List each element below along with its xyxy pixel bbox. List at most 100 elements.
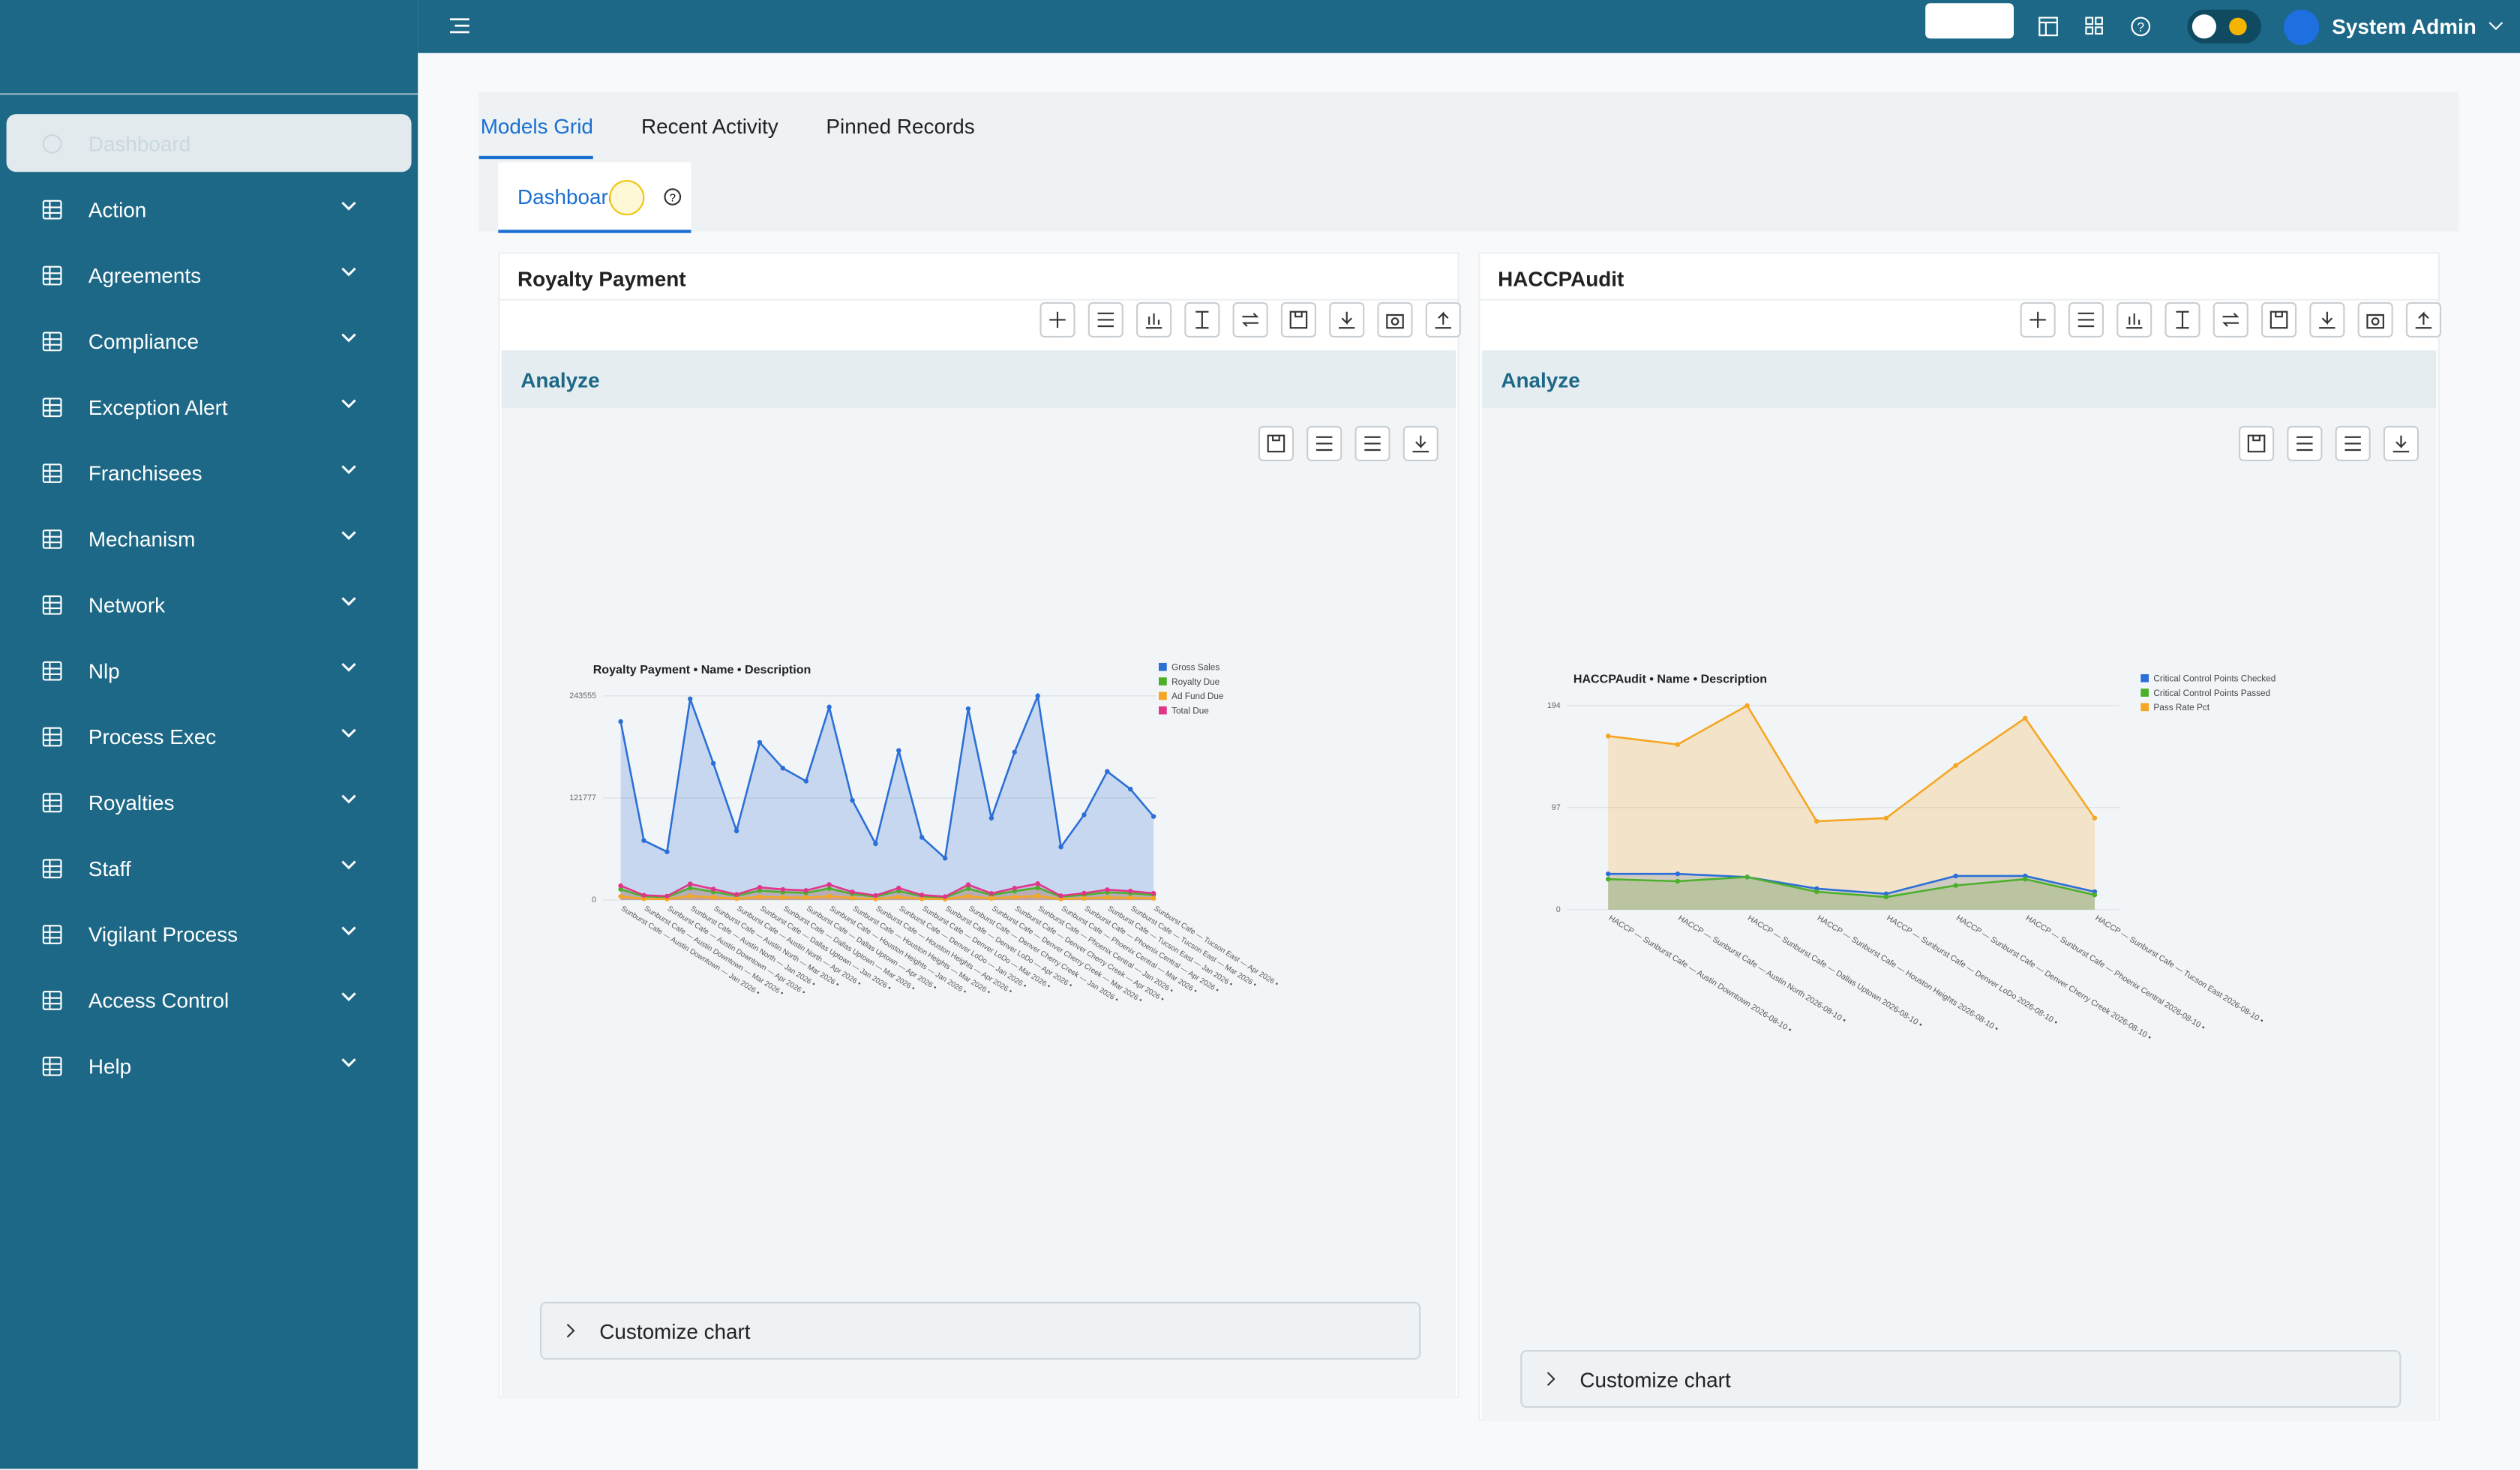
icon-button[interactable] [2309, 302, 2345, 338]
point [780, 886, 786, 892]
menu-item[interactable]: Access Control [7, 970, 412, 1028]
menu-icon [42, 660, 62, 680]
icon-shape [2296, 436, 2313, 452]
point [757, 884, 763, 890]
legend-swatch [2140, 703, 2149, 712]
point [803, 888, 808, 893]
point [826, 704, 832, 710]
menu-item[interactable]: Compliance [7, 312, 412, 370]
menu-label: Compliance [88, 328, 199, 353]
icon-shape [43, 925, 62, 943]
point [1105, 769, 1110, 774]
icon [2078, 312, 2095, 328]
menu-item[interactable]: Staff [7, 839, 412, 897]
icon-button[interactable] [1040, 302, 1076, 338]
chevron [341, 860, 356, 870]
menu-item[interactable]: Nlp [7, 641, 412, 699]
icon-shape [43, 200, 62, 218]
icon-button[interactable] [2335, 425, 2371, 461]
icon-button[interactable] [1354, 425, 1390, 461]
icon-button[interactable] [1088, 302, 1124, 338]
menu-item[interactable]: Exception Alert [7, 378, 412, 436]
icon-button[interactable] [2020, 302, 2056, 338]
point [757, 894, 763, 900]
menu-icon [42, 331, 62, 351]
icon-button[interactable] [1280, 302, 1316, 338]
toolbar-icons[interactable]: ? [2038, 16, 2166, 38]
subtab[interactable]: Dashboard [518, 184, 620, 209]
icon-button[interactable] [2164, 302, 2200, 338]
point [1035, 693, 1040, 699]
icon-shape [42, 528, 62, 548]
menu-toggle[interactable] [448, 16, 471, 35]
chevron [341, 465, 356, 475]
icon-shape [1338, 311, 1355, 329]
bulb-icon[interactable] [609, 180, 645, 216]
icon-button[interactable] [1402, 425, 1438, 461]
help-icon[interactable]: ? [664, 188, 682, 206]
point [1150, 814, 1156, 819]
icon-button[interactable] [1184, 302, 1220, 338]
icon-button[interactable] [2212, 302, 2248, 338]
icon-shape [42, 858, 62, 878]
theme-toggle[interactable] [2187, 9, 2261, 44]
menu-label: Franchisees [88, 460, 202, 485]
icon [1267, 434, 1286, 453]
user-name[interactable]: System Admin [2332, 14, 2476, 39]
icon-shape [42, 924, 62, 944]
tab[interactable]: Models Grid [480, 114, 593, 139]
menu-item[interactable]: Franchisees [7, 443, 412, 501]
icon-shape [2030, 311, 2046, 328]
icon-button[interactable] [2287, 425, 2323, 461]
sun-icon [2229, 17, 2247, 36]
menu-item[interactable]: Royalties [7, 773, 412, 831]
menu-item[interactable]: Dashboard [6, 114, 412, 172]
y-tick-label: 0 [592, 896, 596, 904]
search-box[interactable] [1925, 3, 2014, 39]
panel-title: HACCPAudit [1498, 266, 1624, 291]
icon-shape [1435, 311, 1451, 329]
icon-button[interactable] [1232, 302, 1268, 338]
icon-button[interactable] [1258, 425, 1294, 461]
icon-button[interactable] [2405, 302, 2441, 338]
icon-button[interactable] [2383, 425, 2419, 461]
user-chevron[interactable] [2488, 21, 2504, 32]
menu-item[interactable]: Process Exec [7, 707, 412, 765]
menu-item[interactable]: Network [7, 575, 412, 633]
icon [2319, 311, 2336, 329]
icon-button[interactable] [1329, 302, 1365, 338]
area [1608, 705, 2095, 910]
icon-button[interactable] [1136, 302, 1172, 338]
tab[interactable]: Pinned Records [826, 114, 975, 139]
customize-chart[interactable]: Customize chart [1520, 1350, 2402, 1408]
icon-shape [2366, 314, 2384, 329]
icon-button[interactable] [2116, 302, 2152, 338]
tab[interactable]: Recent Activity [641, 114, 778, 139]
svg-text:?: ? [2138, 20, 2145, 34]
avatar[interactable] [2284, 9, 2320, 45]
divider [500, 298, 1458, 301]
point [1744, 874, 1750, 880]
chevron-shape [341, 860, 356, 870]
customize-chart[interactable]: Customize chart [540, 1301, 1421, 1360]
icon-button[interactable] [2261, 302, 2297, 338]
menu-item[interactable]: Vigilant Process [7, 904, 412, 962]
chevron-shape [341, 597, 356, 606]
icon-button[interactable] [1306, 425, 1342, 461]
menu-item[interactable]: Action [7, 180, 412, 238]
icon-button[interactable] [1377, 302, 1413, 338]
point [826, 886, 832, 891]
icon-button[interactable] [2239, 425, 2275, 461]
icon-shape [1196, 310, 1209, 329]
point [1058, 893, 1064, 898]
icon [1316, 436, 1333, 452]
legend-label: Critical Control Points Passed [2153, 688, 2270, 698]
icon-button[interactable] [1425, 302, 1461, 338]
icon-shape [2415, 311, 2432, 329]
menu-item[interactable]: Help [7, 1036, 412, 1094]
icon-button[interactable] [2068, 302, 2104, 338]
icon-button[interactable] [2357, 302, 2393, 338]
menu-item[interactable]: Mechanism [7, 509, 412, 567]
point [988, 815, 994, 820]
menu-item[interactable]: Agreements [7, 246, 412, 304]
